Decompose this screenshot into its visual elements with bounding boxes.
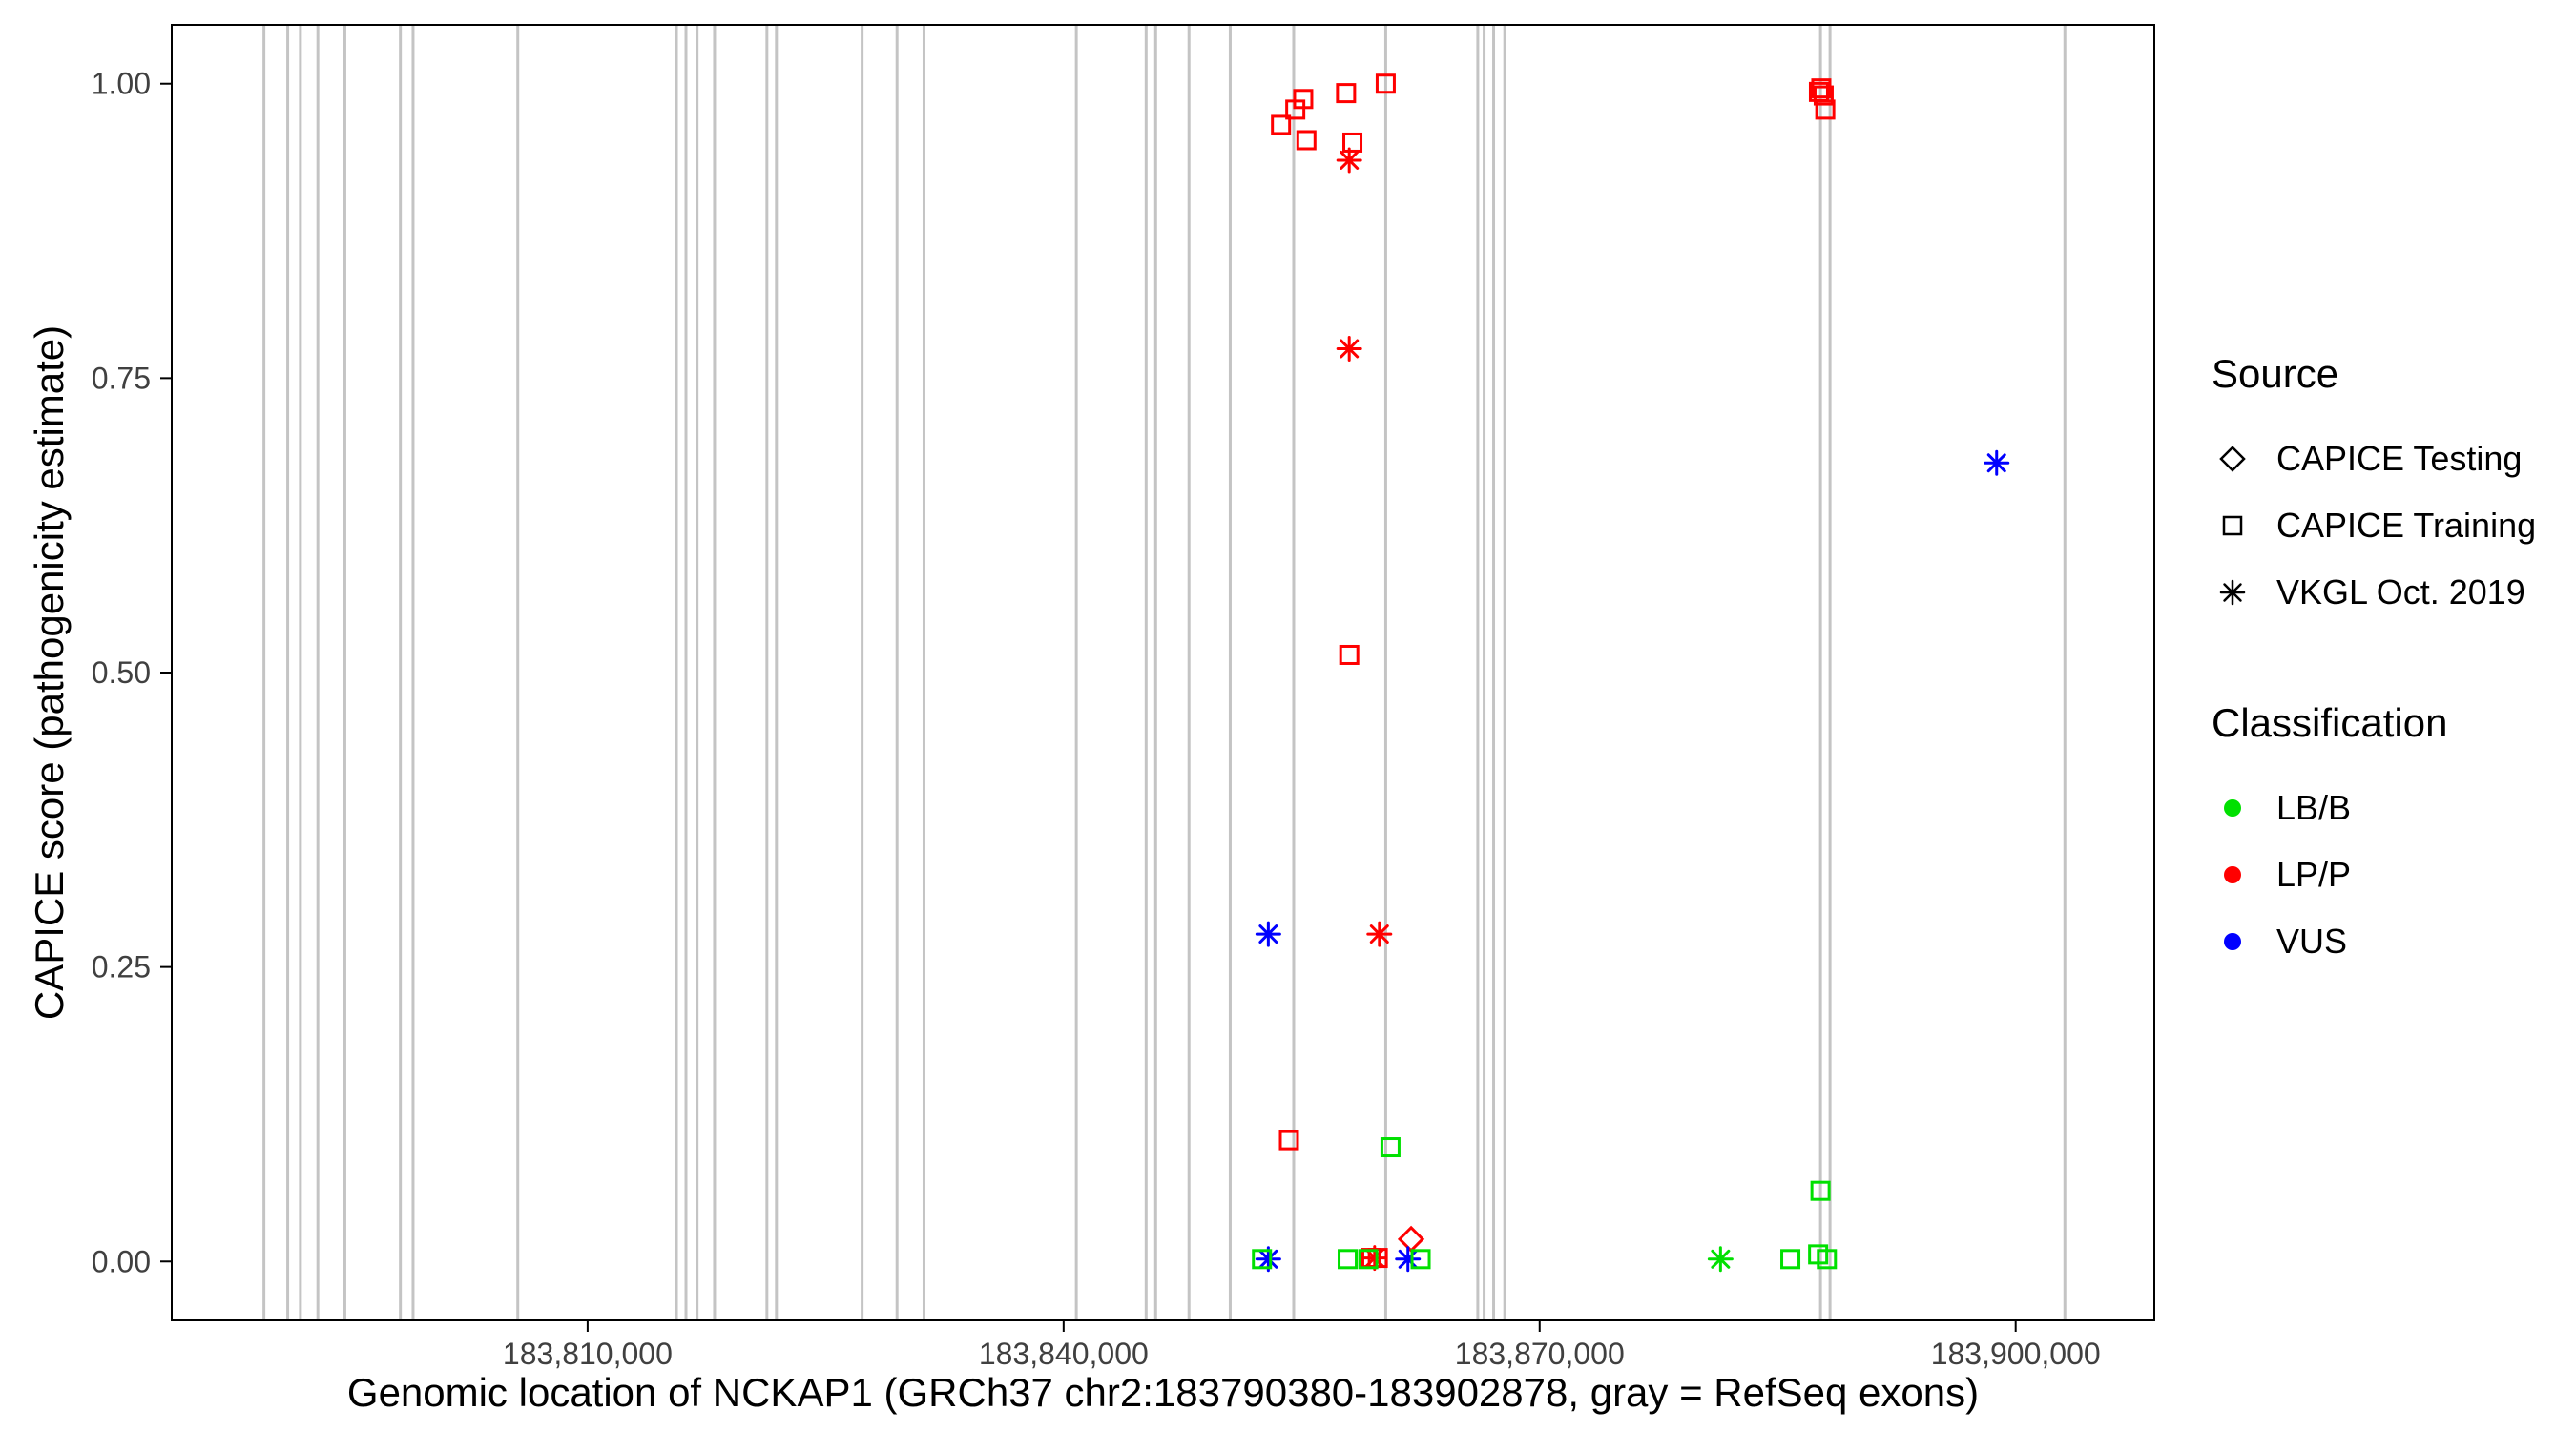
x-axis-title: Genomic location of NCKAP1 (GRCh37 chr2:… xyxy=(346,1370,1980,1415)
data-point xyxy=(1810,1180,1831,1201)
legend-item-label: LB/B xyxy=(2276,788,2352,827)
x-tick-label: 183,870,000 xyxy=(1455,1337,1625,1371)
data-point xyxy=(1707,1246,1734,1273)
dot-icon xyxy=(2224,799,2241,817)
legend-source-item: CAPICE Training xyxy=(2212,492,2536,559)
asterisk-icon xyxy=(1336,336,1362,362)
data-point xyxy=(1361,1245,1388,1272)
asterisk-icon xyxy=(1361,1245,1388,1272)
y-tick-label: 0.00 xyxy=(92,1244,151,1278)
y-tick-label: 0.75 xyxy=(92,361,151,395)
data-point xyxy=(1817,1249,1838,1270)
square-icon xyxy=(1810,1180,1831,1201)
square-icon xyxy=(1293,89,1314,110)
square-icon xyxy=(2222,515,2243,536)
square-icon xyxy=(1813,85,1834,106)
x-tick-label: 183,840,000 xyxy=(979,1337,1149,1371)
data-point xyxy=(1780,1249,1801,1270)
data-point xyxy=(1984,449,2010,476)
data-point xyxy=(1336,147,1362,174)
data-point xyxy=(1339,644,1360,665)
square-icon xyxy=(1252,1249,1273,1270)
data-point xyxy=(1375,73,1396,94)
square-icon xyxy=(1811,78,1832,99)
legend-item-label: CAPICE Testing xyxy=(2276,439,2523,478)
square-icon xyxy=(1817,1249,1838,1270)
data-point xyxy=(1296,130,1317,151)
square-icon xyxy=(1375,73,1396,94)
y-axis-title: CAPICE score (pathogenicity estimate) xyxy=(27,324,72,1021)
legend-classification-title: Classification xyxy=(2212,700,2448,745)
data-point xyxy=(1358,1249,1379,1270)
data-point xyxy=(1410,1249,1431,1270)
data-point xyxy=(1338,1249,1359,1270)
data-point xyxy=(1397,1225,1425,1253)
x-tick-label: 183,900,000 xyxy=(1931,1337,2101,1371)
data-point xyxy=(1380,1137,1401,1158)
y-tick-label: 0.25 xyxy=(92,950,151,985)
dot-icon xyxy=(2224,799,2241,817)
dot-icon xyxy=(2224,933,2241,950)
data-point xyxy=(1255,921,1281,947)
square-icon xyxy=(1339,644,1360,665)
y-tick-label: 1.00 xyxy=(92,67,151,101)
data-point xyxy=(1815,99,1836,120)
square-icon xyxy=(1815,99,1836,120)
data-point xyxy=(1366,921,1393,947)
legend-source-items: CAPICE Testing CAPICE Training VKGL Oct. 2… xyxy=(2212,425,2536,626)
legend-classification-item: LB/B xyxy=(2212,775,2536,841)
dot-icon xyxy=(2224,866,2241,883)
square-icon xyxy=(1358,1249,1379,1270)
square-icon xyxy=(1780,1249,1801,1270)
legend-item-label: LP/P xyxy=(2276,855,2352,894)
square-icon xyxy=(1296,130,1317,151)
asterisk-icon xyxy=(1707,1246,1734,1273)
x-tick-label: 183,810,000 xyxy=(503,1337,673,1371)
legend: Source CAPICE Testing CAPICE Training VKGL… xyxy=(2212,351,2536,975)
asterisk-icon xyxy=(2219,579,2246,606)
diamond-icon xyxy=(2219,446,2246,472)
square-icon xyxy=(1278,1130,1299,1151)
square-icon xyxy=(1338,1249,1359,1270)
asterisk-icon xyxy=(1366,921,1393,947)
y-tick-label: 0.50 xyxy=(92,655,151,690)
data-point xyxy=(1252,1249,1273,1270)
data-point xyxy=(1336,336,1362,362)
legend-classification-item: LP/P xyxy=(2212,841,2536,908)
data-point xyxy=(1293,89,1314,110)
data-point xyxy=(1342,132,1363,153)
data-point xyxy=(1336,83,1357,104)
diamond-icon xyxy=(2219,446,2246,472)
asterisk-icon xyxy=(1336,147,1362,174)
legend-item-label: VKGL Oct. 2019 xyxy=(2276,572,2525,612)
asterisk-icon xyxy=(1984,449,2010,476)
square-icon xyxy=(1342,132,1363,153)
legend-classification-items: LB/B LP/P VUS xyxy=(2212,775,2536,975)
legend-item-label: VUS xyxy=(2276,922,2348,961)
data-point xyxy=(1271,114,1292,135)
square-icon xyxy=(1271,114,1292,135)
data-point xyxy=(1278,1130,1299,1151)
data-point xyxy=(1813,85,1834,106)
square-icon xyxy=(1336,83,1357,104)
legend-item-label: CAPICE Training xyxy=(2276,506,2537,545)
legend-source-item: VKGL Oct. 2019 xyxy=(2212,559,2536,626)
diamond-icon xyxy=(1397,1225,1425,1253)
asterisk-icon xyxy=(2219,579,2246,606)
square-icon xyxy=(1410,1249,1431,1270)
square-icon xyxy=(2222,515,2243,536)
dot-icon xyxy=(2224,933,2241,950)
square-icon xyxy=(1380,1137,1401,1158)
data-point xyxy=(1811,78,1832,99)
panel-border xyxy=(171,24,2155,1321)
legend-classification-item: VUS xyxy=(2212,908,2536,975)
dot-icon xyxy=(2224,866,2241,883)
asterisk-icon xyxy=(1255,921,1281,947)
legend-source-title: Source xyxy=(2212,351,2339,396)
legend-source-item: CAPICE Testing xyxy=(2212,425,2536,492)
